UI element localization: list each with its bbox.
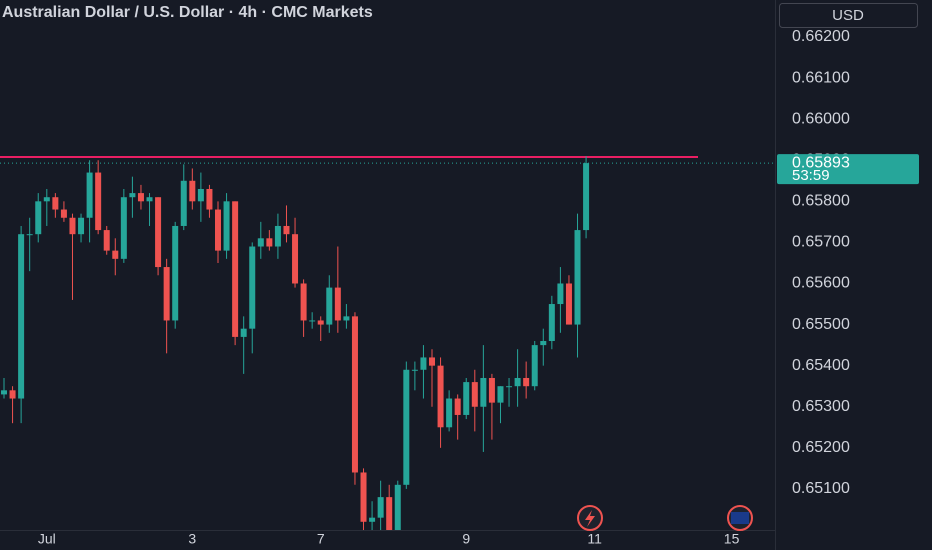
y-tick-label: 0.65800 [792,193,850,210]
candle-body [429,357,435,366]
candle-body [300,283,307,321]
y-tick-label: 0.65600 [792,275,850,292]
candle-body [129,193,136,198]
candle-body [60,209,67,218]
candle-body [386,497,393,530]
y-tick-label: 0.65200 [792,439,850,456]
candle-body [52,197,59,210]
candle-body [497,386,504,403]
countdown-label: 53:59 [792,167,830,184]
x-tick-label: 9 [462,531,470,547]
candle-body [215,209,221,251]
candle-body [446,398,453,428]
candle-body [189,180,196,202]
candle-body [343,316,350,321]
candle-body [232,201,239,337]
candle-body [548,304,555,342]
y-tick-label: 0.65300 [792,398,850,415]
candle-body [488,377,495,403]
candle-body [565,283,572,325]
candle-body [18,234,25,399]
candle-body [146,197,153,202]
flag-rect [731,512,749,524]
candle-body [266,238,273,247]
last-price-box [777,154,919,185]
event-icon[interactable] [577,505,603,531]
candle-body [197,188,204,202]
candle-body [155,197,162,268]
candle-body [574,230,581,325]
candle-body [137,193,144,202]
candle-body [103,230,110,251]
candle-body [360,472,367,522]
event-bolt [585,510,595,527]
candle-body [78,217,85,235]
x-tick-label: 7 [317,531,325,547]
candle-body [403,369,410,485]
candle-body [9,390,16,399]
currency-box[interactable] [779,3,918,28]
y-tick-label: 0.65700 [792,234,850,251]
candle-body [26,234,33,236]
candle-body [120,197,127,259]
currency-label[interactable]: USD [832,7,864,24]
last-price-label: 0.65893 [792,154,850,171]
candle-body [206,188,213,210]
candle-body [420,357,427,370]
candle-body [394,484,401,530]
candle-body [240,328,247,337]
candle-body [95,172,102,231]
candle-body [506,386,513,388]
y-tick-label: 0.66200 [792,28,850,45]
candle-body [326,287,333,325]
x-tick-label: 3 [188,531,196,547]
x-tick-label: 15 [724,531,740,547]
candle-body [249,246,256,329]
y-tick-label: 0.66000 [792,110,850,127]
candle-body [480,377,487,407]
candle-body [531,345,538,387]
candle-body [309,320,316,322]
candle-body [180,180,187,226]
candle-body [257,238,264,247]
candle-body [369,517,376,522]
candle-body [1,390,7,395]
y-tick-label: 0.65500 [792,316,850,333]
candle-body [411,369,418,371]
candle-body [283,225,290,235]
candle-body [583,163,590,231]
y-tick-label: 0.66100 [792,69,850,86]
x-tick-label: 11 [587,531,602,547]
candle-body [523,377,530,387]
candle-body [437,365,444,428]
candle-body [292,234,299,284]
candle-body [43,197,50,202]
candle-body [86,172,93,218]
y-tick-label: 0.65100 [792,480,850,497]
candle-body [112,250,119,259]
chart-title: Australian Dollar / U.S. Dollar · 4h · C… [2,4,373,21]
candle-body [163,267,170,321]
candle-body [471,382,478,407]
candle-body [463,382,470,415]
flag-icon[interactable] [727,505,753,531]
candle-body [69,217,76,235]
candle-body [223,201,230,251]
candle-body [334,287,341,321]
candle-body [317,320,324,325]
candle-body [351,316,358,473]
x-tick-label: Jul [38,531,56,547]
y-tick-label: 0.65400 [792,357,850,374]
candle-body [377,497,384,518]
candle-body [514,377,521,387]
candle-body [540,341,547,346]
candle-body [35,201,42,235]
candle-body [172,225,179,321]
candle-body [454,398,461,415]
candle-body [557,283,564,305]
candle-body [274,225,281,247]
